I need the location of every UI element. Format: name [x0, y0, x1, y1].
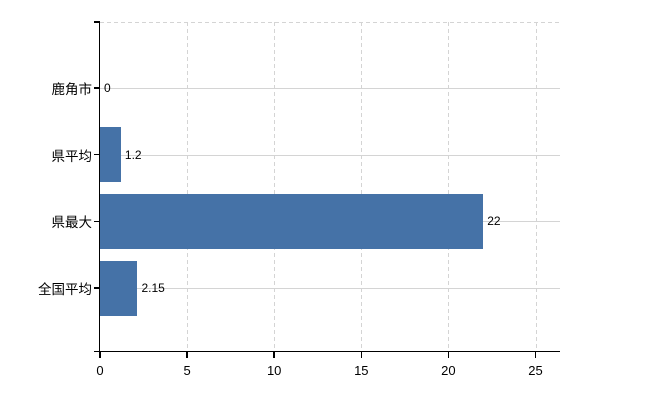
- x-gridline: [361, 22, 363, 352]
- x-tick-mark: [99, 352, 101, 358]
- x-gridline: [448, 22, 450, 352]
- x-tick-mark: [447, 352, 450, 358]
- category-label: 県平均: [51, 148, 93, 164]
- y-axis-line: [98, 21, 100, 358]
- y-gridline: [100, 288, 560, 290]
- category-label: 全国平均: [38, 282, 92, 298]
- x-tick-label: 0: [96, 363, 104, 378]
- y-gridline: [100, 88, 560, 89]
- bar: [100, 127, 121, 183]
- x-tick-mark: [186, 352, 188, 358]
- category-label: 鹿角市: [51, 82, 93, 97]
- y-axis-top-tick: [94, 21, 100, 23]
- x-tick-mark: [273, 352, 275, 358]
- x-tick-mark: [534, 352, 537, 358]
- x-tick-mark: [360, 352, 363, 358]
- y-tick-mark: [94, 87, 100, 89]
- x-gridline: [274, 22, 276, 352]
- y-tick-mark: [94, 220, 100, 223]
- x-tick-label: 5: [183, 363, 191, 378]
- category-label: 県最大: [51, 215, 93, 231]
- y-tick-mark: [94, 153, 100, 156]
- y-tick-mark: [94, 287, 100, 289]
- bar-value-label: 1.2: [124, 147, 142, 162]
- x-tick-label: 10: [266, 363, 282, 378]
- y-gridline: [100, 154, 560, 156]
- x-axis-line: [94, 350, 560, 352]
- bar: [100, 260, 138, 316]
- gridline-top: [100, 22, 560, 23]
- bar-value-label: 0: [104, 81, 111, 95]
- bar: [100, 193, 484, 249]
- bar-value-label: 22: [487, 214, 501, 229]
- x-tick-label: 15: [354, 363, 369, 378]
- x-tick-label: 25: [528, 363, 543, 378]
- x-gridline: [535, 22, 537, 352]
- x-gridline: [187, 22, 189, 352]
- bar-value-label: 2.15: [141, 281, 165, 296]
- x-tick-label: 20: [441, 363, 456, 378]
